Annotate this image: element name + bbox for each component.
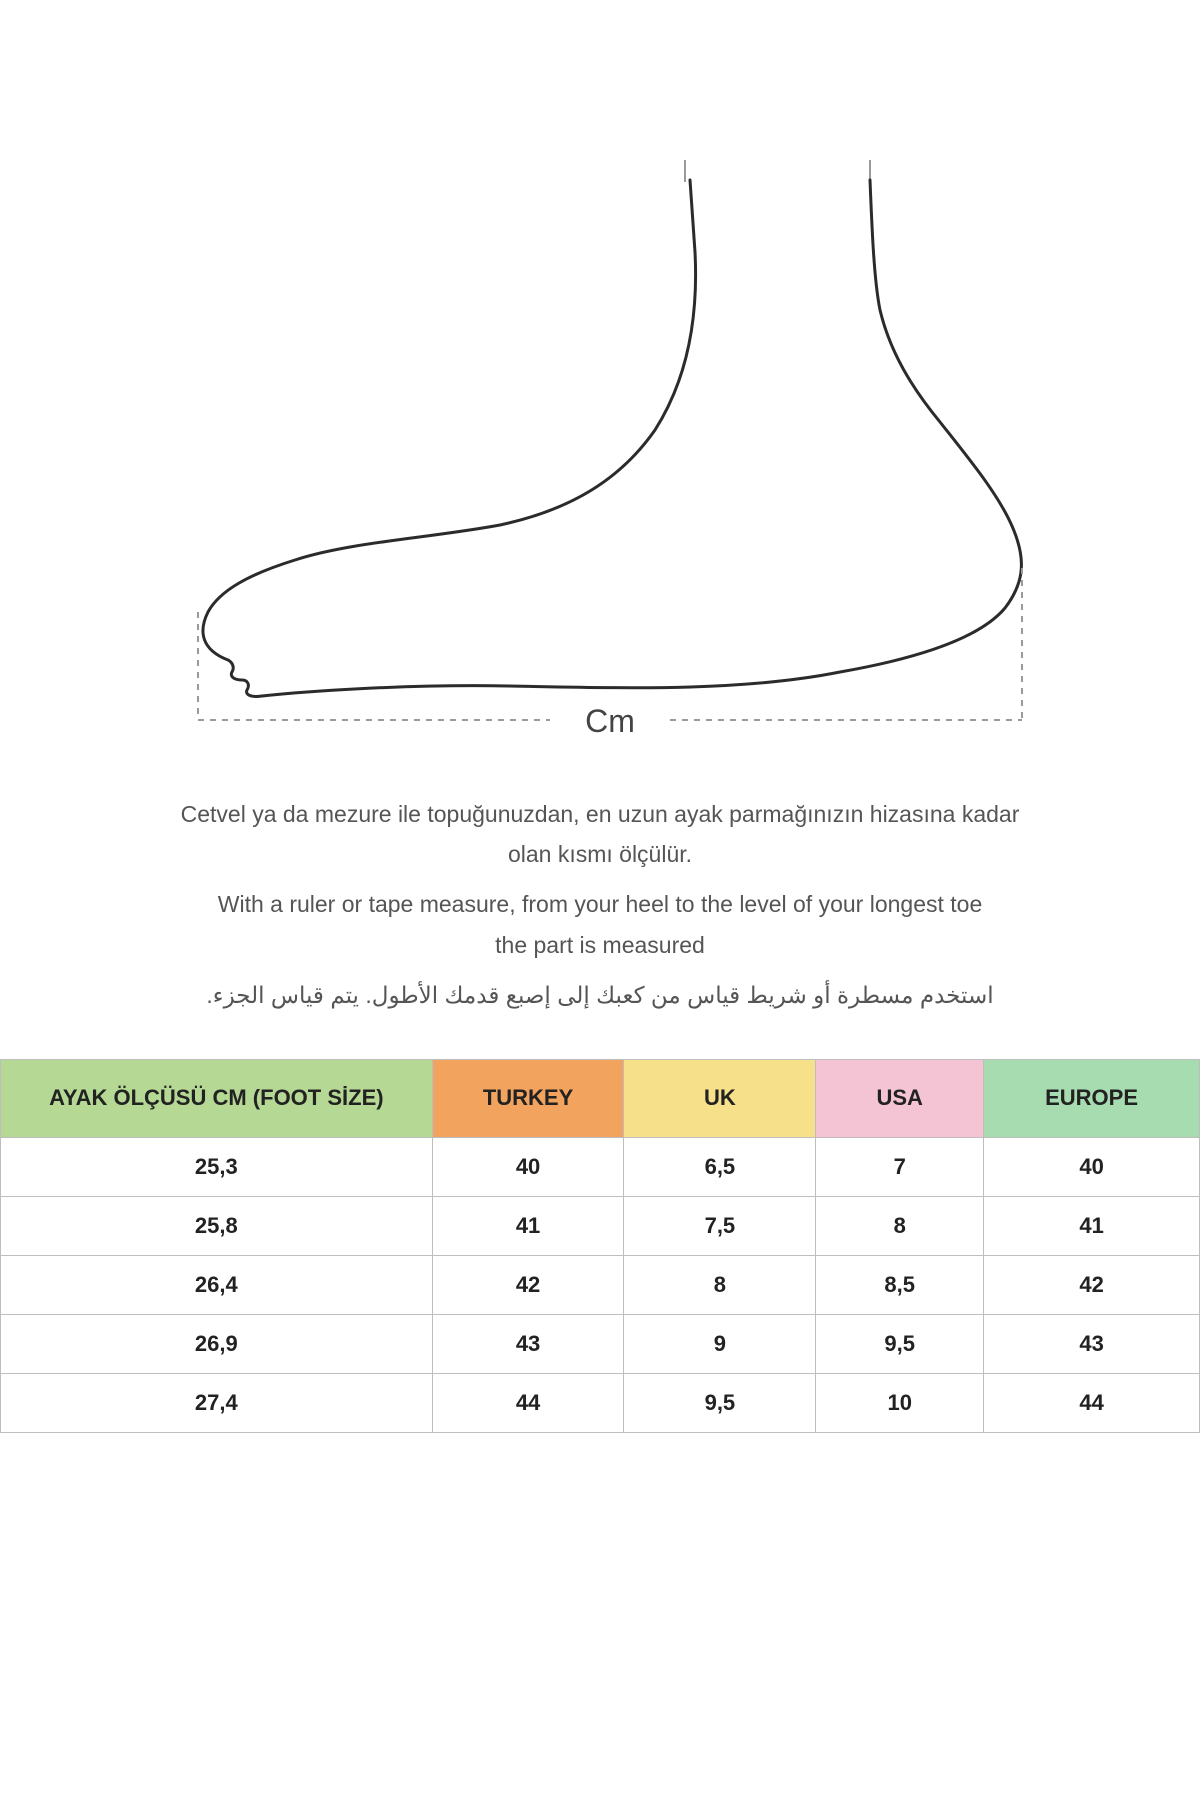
- cell-uk: 6,5: [624, 1137, 816, 1196]
- cell-turkey: 41: [432, 1196, 624, 1255]
- table-row: 27,4 44 9,5 10 44: [1, 1373, 1200, 1432]
- cell-europe: 41: [984, 1196, 1200, 1255]
- table-row: 26,9 43 9 9,5 43: [1, 1314, 1200, 1373]
- table-row: 25,3 40 6,5 7 40: [1, 1137, 1200, 1196]
- cell-europe: 40: [984, 1137, 1200, 1196]
- instruction-english-line2: the part is measured: [80, 929, 1120, 961]
- cell-europe: 44: [984, 1373, 1200, 1432]
- instruction-arabic-line: استخدم مسطرة أو شريط قياس من كعبك إلى إص…: [80, 979, 1120, 1011]
- cell-usa: 10: [816, 1373, 984, 1432]
- instruction-turkish-line2: olan kısmı ölçülür.: [80, 838, 1120, 870]
- cell-foot-size: 27,4: [1, 1373, 433, 1432]
- col-uk: UK: [624, 1059, 816, 1137]
- cell-usa: 8,5: [816, 1255, 984, 1314]
- cell-turkey: 44: [432, 1373, 624, 1432]
- cell-usa: 8: [816, 1196, 984, 1255]
- cm-label: Cm: [585, 703, 635, 739]
- table-row: 26,4 42 8 8,5 42: [1, 1255, 1200, 1314]
- size-table-body: 25,3 40 6,5 7 40 25,8 41 7,5 8 41 26,4 4…: [1, 1137, 1200, 1432]
- cell-europe: 42: [984, 1255, 1200, 1314]
- cell-usa: 7: [816, 1137, 984, 1196]
- cell-uk: 8: [624, 1255, 816, 1314]
- table-row: 25,8 41 7,5 8 41: [1, 1196, 1200, 1255]
- cell-usa: 9,5: [816, 1314, 984, 1373]
- cell-uk: 7,5: [624, 1196, 816, 1255]
- size-table-header-row: AYAK ÖLÇÜSÜ CM (FOOT SİZE) TURKEY UK USA…: [1, 1059, 1200, 1137]
- instruction-english-line1: With a ruler or tape measure, from your …: [80, 888, 1120, 920]
- foot-diagram-area: Cm: [0, 40, 1200, 760]
- cell-foot-size: 26,4: [1, 1255, 433, 1314]
- cell-turkey: 42: [432, 1255, 624, 1314]
- foot-diagram: Cm: [150, 160, 1050, 740]
- cell-foot-size: 25,8: [1, 1196, 433, 1255]
- col-usa: USA: [816, 1059, 984, 1137]
- cell-turkey: 43: [432, 1314, 624, 1373]
- cell-europe: 43: [984, 1314, 1200, 1373]
- instruction-turkish: Cetvel ya da mezure ile topuğunuzdan, en…: [80, 798, 1120, 870]
- foot-outline: [203, 180, 1021, 697]
- col-turkey: TURKEY: [432, 1059, 624, 1137]
- cell-turkey: 40: [432, 1137, 624, 1196]
- instruction-english: With a ruler or tape measure, from your …: [80, 888, 1120, 960]
- cell-uk: 9,5: [624, 1373, 816, 1432]
- instruction-turkish-line1: Cetvel ya da mezure ile topuğunuzdan, en…: [80, 798, 1120, 830]
- cell-uk: 9: [624, 1314, 816, 1373]
- instruction-arabic: استخدم مسطرة أو شريط قياس من كعبك إلى إص…: [80, 979, 1120, 1011]
- page-container: Cm Cetvel ya da mezure ile topuğunuzdan,…: [0, 0, 1200, 1433]
- cell-foot-size: 26,9: [1, 1314, 433, 1373]
- cell-foot-size: 25,3: [1, 1137, 433, 1196]
- col-foot-size: AYAK ÖLÇÜSÜ CM (FOOT SİZE): [1, 1059, 433, 1137]
- instructions-block: Cetvel ya da mezure ile topuğunuzdan, en…: [0, 760, 1200, 1059]
- size-table: AYAK ÖLÇÜSÜ CM (FOOT SİZE) TURKEY UK USA…: [0, 1059, 1200, 1433]
- col-europe: EUROPE: [984, 1059, 1200, 1137]
